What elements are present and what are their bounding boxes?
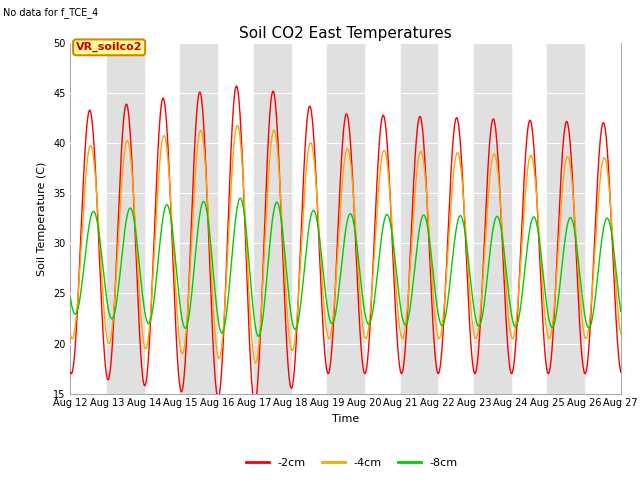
- Bar: [547, 43, 584, 394]
- Text: No data for f_TCE_4: No data for f_TCE_4: [3, 7, 99, 18]
- Bar: [474, 43, 511, 394]
- Bar: [180, 43, 217, 394]
- Y-axis label: Soil Temperature (C): Soil Temperature (C): [38, 161, 47, 276]
- Legend: -2cm, -4cm, -8cm: -2cm, -4cm, -8cm: [242, 453, 462, 472]
- Bar: [254, 43, 291, 394]
- X-axis label: Time: Time: [332, 414, 359, 424]
- Title: Soil CO2 East Temperatures: Soil CO2 East Temperatures: [239, 25, 452, 41]
- Bar: [401, 43, 437, 394]
- Bar: [327, 43, 364, 394]
- Bar: [107, 43, 144, 394]
- Text: VR_soilco2: VR_soilco2: [76, 42, 143, 52]
